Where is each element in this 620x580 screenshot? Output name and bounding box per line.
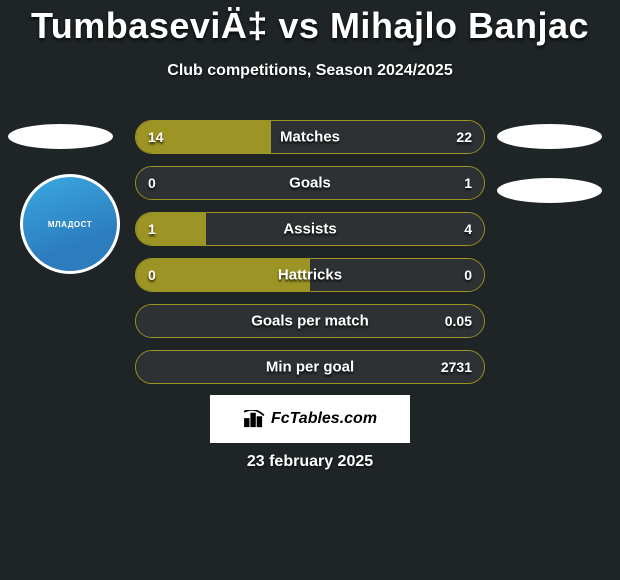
stat-label: Goals per match: [136, 313, 484, 330]
stat-label: Min per goal: [136, 359, 484, 376]
stats-container: 1422Matches 01Goals 14Assists 00Hattricks 0.…: [135, 120, 485, 396]
brand-text: FcTables.com: [271, 410, 377, 428]
logo-oval: [8, 124, 113, 149]
stat-label: Assists: [136, 221, 484, 238]
team-crest: МЛАДОСТ: [20, 174, 120, 274]
stat-row: 00Hattricks: [135, 258, 485, 292]
stat-row: 01Goals: [135, 166, 485, 200]
brand-badge: FcTables.com: [210, 395, 410, 443]
stat-label: Matches: [136, 129, 484, 146]
logo-oval: [497, 124, 602, 149]
stat-label: Goals: [136, 175, 484, 192]
team-crest-text: МЛАДОСТ: [48, 220, 92, 229]
stat-row: 1422Matches: [135, 120, 485, 154]
stat-label: Hattricks: [136, 267, 484, 284]
stat-row: 2731Min per goal: [135, 350, 485, 384]
date-text: 23 february 2025: [0, 453, 620, 471]
logo-oval: [497, 178, 602, 203]
page-title: TumbaseviÄ‡ vs Mihajlo Banjac: [0, 5, 620, 47]
page-subtitle: Club competitions, Season 2024/2025: [0, 62, 620, 80]
stat-row: 0.05Goals per match: [135, 304, 485, 338]
brand-icon: [243, 410, 265, 428]
stat-row: 14Assists: [135, 212, 485, 246]
